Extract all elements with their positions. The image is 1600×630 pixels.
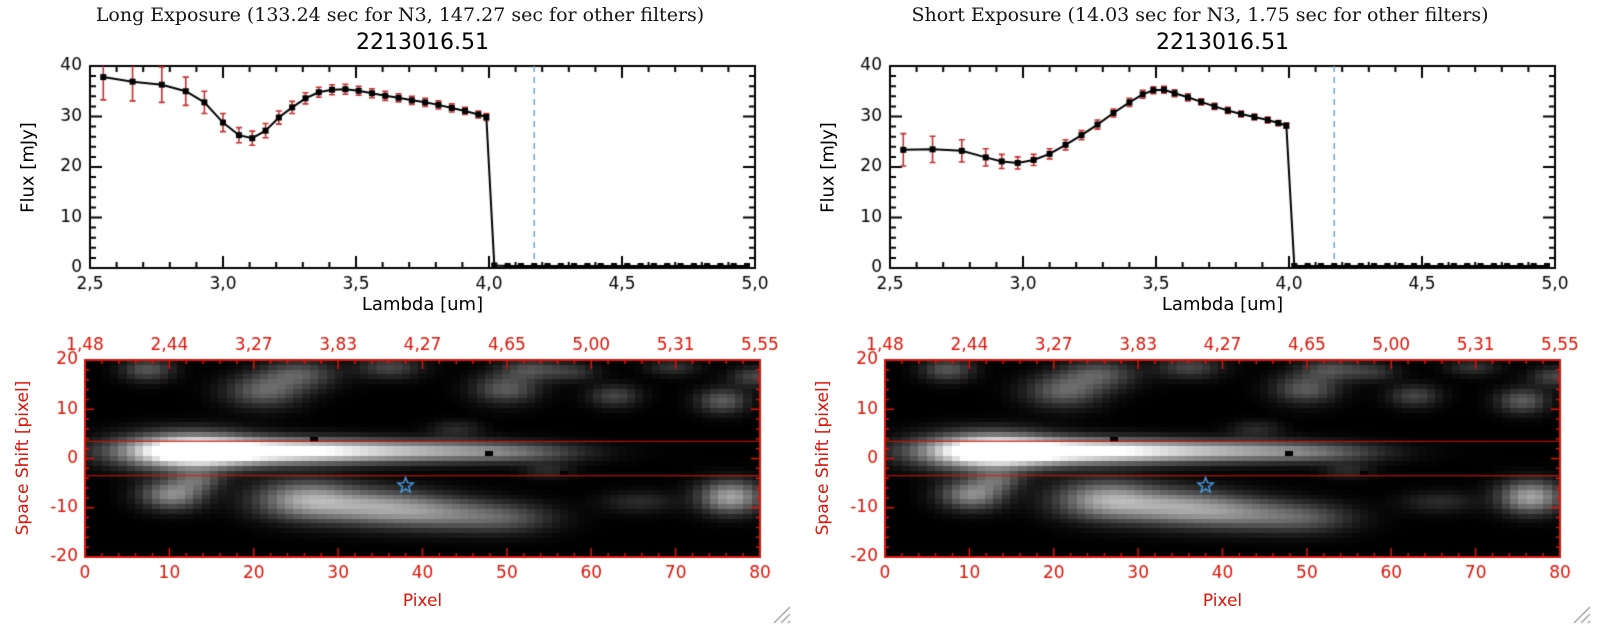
lambda-axis-label: Lambda [um] — [361, 294, 484, 315]
pixel-axis-label: Pixel — [1202, 591, 1243, 611]
flux-axis-label: Flux [mJy] — [817, 122, 839, 213]
lambda-axis-label: Lambda [um] — [1161, 294, 1284, 315]
exposure-header: Long Exposure (133.24 sec for N3, 147.27… — [95, 4, 705, 26]
object-id-title: 2213016.51 — [1156, 30, 1289, 55]
resize-grip[interactable] — [1573, 606, 1591, 624]
space-shift-axis-label: Space Shift [pixel] — [13, 380, 33, 536]
flux-axis-label: Flux [mJy] — [17, 122, 39, 213]
short-exposure-plot-canvas — [800, 0, 1600, 630]
pixel-axis-label: Pixel — [402, 591, 443, 611]
object-id-title: 2213016.51 — [356, 30, 489, 55]
space-shift-axis-label: Space Shift [pixel] — [813, 380, 833, 536]
resize-grip[interactable] — [773, 606, 791, 624]
long-exposure-window: Long Exposure (133.24 sec for N3, 147.27… — [0, 0, 800, 630]
short-exposure-window: Short Exposure (14.03 sec for N3, 1.75 s… — [800, 0, 1600, 630]
long-exposure-plot-canvas — [0, 0, 800, 630]
exposure-header: Short Exposure (14.03 sec for N3, 1.75 s… — [911, 4, 1489, 26]
